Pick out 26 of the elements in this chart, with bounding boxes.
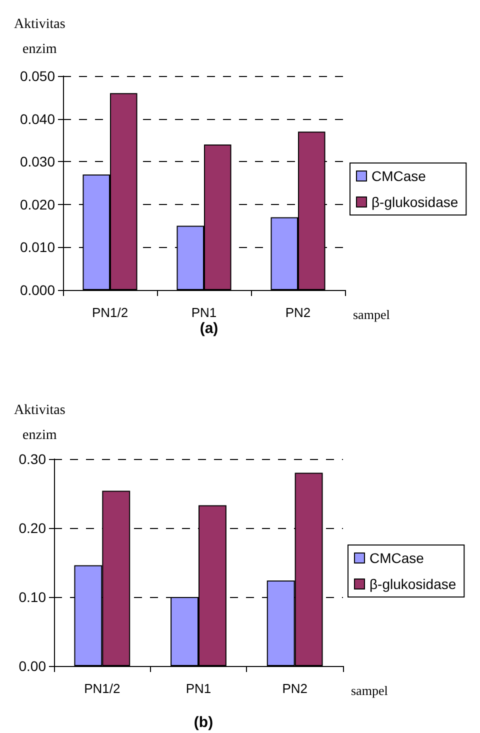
legend-label: CMCase	[372, 168, 426, 184]
y-axis-title: Aktivitas enzim	[14, 17, 66, 57]
y-tick-label: 0.20	[18, 520, 46, 536]
x-tick-label: PN1/2	[92, 305, 128, 320]
y-tick-label: 0.050	[20, 68, 56, 84]
text: (b)	[194, 714, 214, 731]
x-axis-title: sampel	[353, 307, 390, 322]
y-tick-label: 0.040	[20, 110, 56, 127]
legend-label: CMCase	[370, 550, 424, 566]
x-tick-label: PN1	[186, 681, 212, 696]
y-tick-label: 0.30	[18, 451, 46, 467]
x-tick-label: PN2	[285, 305, 311, 320]
y-tick-label: 0.000	[20, 282, 56, 298]
x-axis-title: sampel	[351, 683, 388, 698]
legend-label: β-glukosidase	[372, 194, 458, 210]
x-tick-label: PN1/2	[84, 681, 120, 696]
y-tick-label: 0.10	[18, 589, 46, 605]
y-tick-label: 0.010	[20, 239, 56, 256]
text: (a)	[200, 320, 218, 337]
x-tick-label: PN2	[282, 681, 308, 696]
y-tick-label: 0.00	[18, 658, 46, 674]
x-tick-label: PN1	[191, 305, 217, 320]
y-tick-label: 0.030	[20, 154, 56, 170]
y-axis-title: Aktivitas enzim	[14, 403, 66, 443]
y-tick-label: 0.020	[20, 196, 56, 212]
legend-label: β-glukosidase	[370, 576, 456, 592]
